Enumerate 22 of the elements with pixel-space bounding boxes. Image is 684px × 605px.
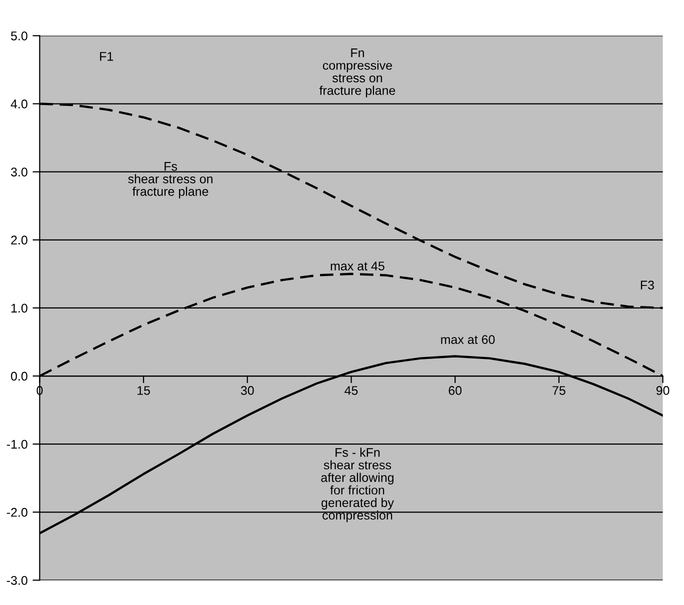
annotation: F3 bbox=[640, 280, 654, 290]
y-tick-label: 2.0 bbox=[11, 236, 28, 245]
x-tick-label: 45 bbox=[344, 386, 358, 395]
x-tick-label: 75 bbox=[552, 386, 566, 395]
annotation: F1 bbox=[100, 52, 114, 61]
x-tick-label: 15 bbox=[138, 386, 150, 395]
y-tick-label: -1.0 bbox=[6, 440, 28, 449]
annotation: Fn compressive stress on fracture plane bbox=[319, 48, 396, 98]
annotation: Fs shear stress on fracture plane bbox=[128, 162, 212, 198]
annotation: max at 45 bbox=[330, 262, 384, 270]
y-tick-label: 3.0 bbox=[10, 168, 28, 176]
y-tick-label: -3.0 bbox=[6, 576, 28, 585]
annotation: Fs - kFn shear stress after allowing for friction generated by compression bbox=[321, 448, 394, 522]
x-tick-label: 60 bbox=[448, 386, 462, 395]
x-tick-label: 30 bbox=[240, 386, 254, 395]
x-tick-label: 90 bbox=[656, 386, 670, 395]
y-tick-label: 4.0 bbox=[10, 100, 28, 108]
y-tick-label: -2.0 bbox=[6, 508, 28, 517]
y-tick-label: 5.0 bbox=[10, 31, 28, 40]
y-tick-label: 1.0 bbox=[11, 304, 28, 313]
annotation: max at 60 bbox=[441, 335, 495, 344]
y-tick-label: 0.0 bbox=[10, 372, 28, 381]
